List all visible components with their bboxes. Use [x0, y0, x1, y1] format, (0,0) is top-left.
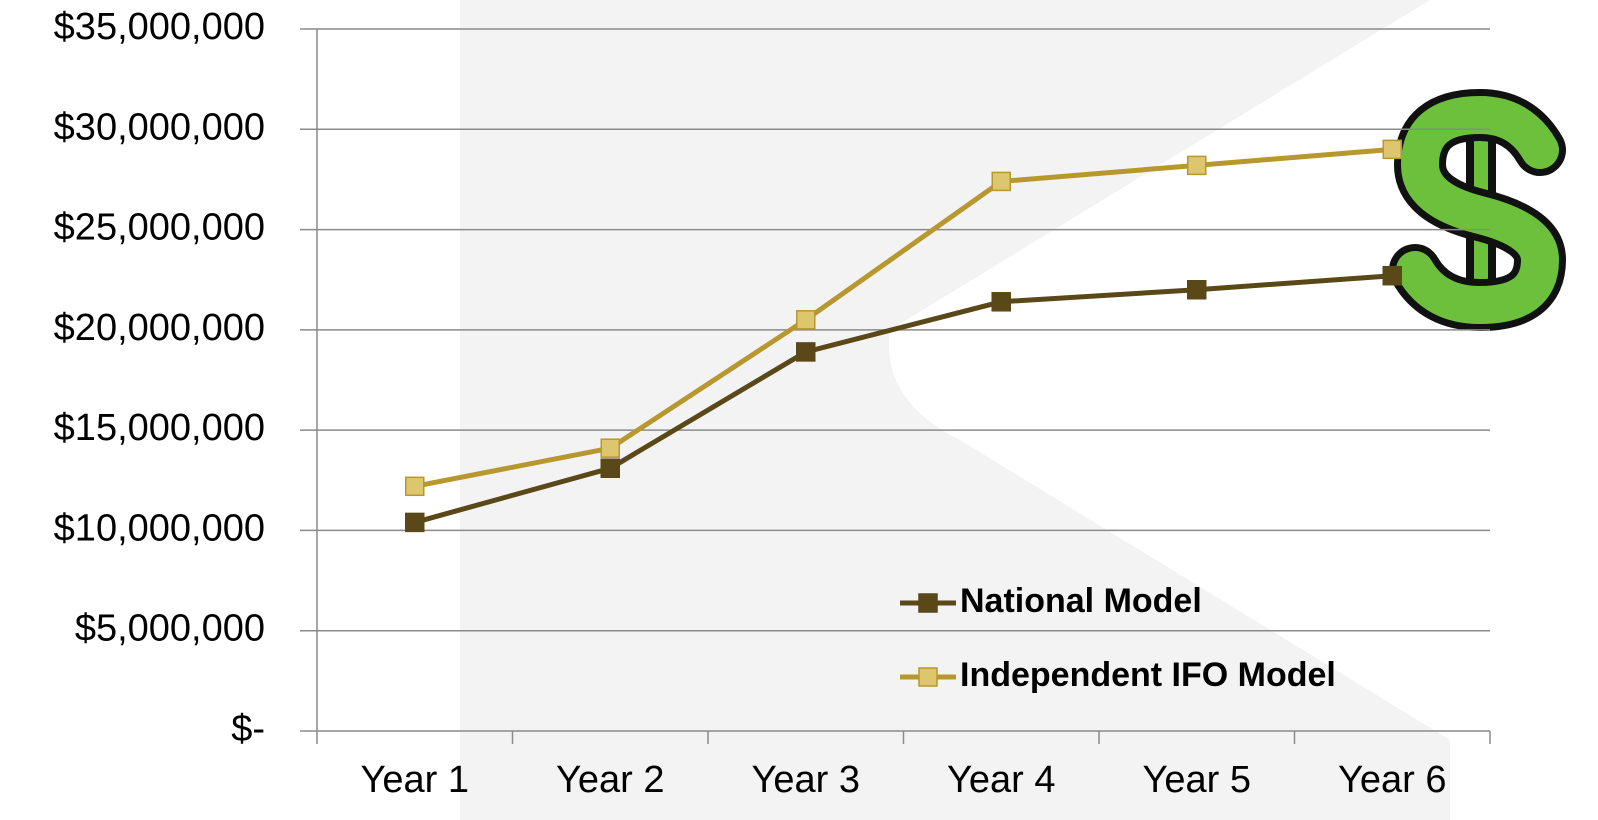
marker [601, 459, 619, 477]
legend-marker [919, 594, 937, 612]
y-tick-label: $10,000,000 [54, 507, 265, 549]
marker [1383, 267, 1401, 285]
y-tick-label: $15,000,000 [54, 407, 265, 449]
legend-label: National Model [960, 582, 1202, 620]
marker [797, 343, 815, 361]
x-tick-label: Year 6 [1338, 759, 1446, 801]
y-tick-label: $35,000,000 [54, 6, 265, 48]
x-tick-label: Year 2 [556, 759, 664, 801]
y-tick-label: $5,000,000 [75, 608, 265, 650]
legend-label: Independent IFO Model [960, 656, 1336, 694]
marker [797, 311, 815, 329]
legend-marker [919, 668, 937, 686]
marker [1383, 140, 1401, 158]
background-shape [460, 0, 1450, 820]
marker [992, 172, 1010, 190]
marker [992, 293, 1010, 311]
x-tick-label: Year 1 [361, 759, 469, 801]
x-tick-label: Year 3 [752, 759, 860, 801]
x-tick-label: Year 5 [1143, 759, 1251, 801]
marker [406, 477, 424, 495]
marker [1188, 281, 1206, 299]
marker [601, 439, 619, 457]
x-tick-label: Year 4 [947, 759, 1055, 801]
marker [1188, 156, 1206, 174]
marker [406, 513, 424, 531]
y-tick-label: $- [231, 708, 265, 750]
y-tick-label: $20,000,000 [54, 307, 265, 349]
y-tick-label: $30,000,000 [54, 106, 265, 148]
y-tick-label: $25,000,000 [54, 207, 265, 249]
chart: $- $5,000,000 $10,000,000 $15,000,000 $20,00… [0, 0, 1598, 820]
